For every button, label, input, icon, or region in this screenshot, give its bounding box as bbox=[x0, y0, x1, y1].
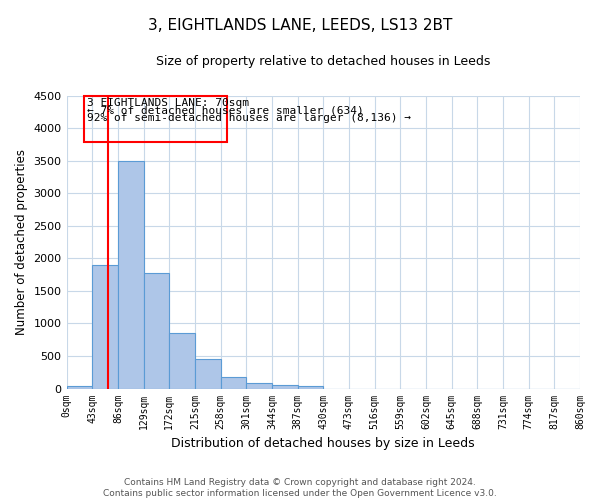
Bar bbox=[143, 272, 169, 388]
Text: 92% of semi-detached houses are larger (8,136) →: 92% of semi-detached houses are larger (… bbox=[87, 113, 411, 123]
Text: Contains HM Land Registry data © Crown copyright and database right 2024.
Contai: Contains HM Land Registry data © Crown c… bbox=[103, 478, 497, 498]
Text: 3, EIGHTLANDS LANE, LEEDS, LS13 2BT: 3, EIGHTLANDS LANE, LEEDS, LS13 2BT bbox=[148, 18, 452, 32]
Bar bbox=[92, 265, 118, 388]
Bar bbox=[298, 386, 323, 388]
X-axis label: Distribution of detached houses by size in Leeds: Distribution of detached houses by size … bbox=[172, 437, 475, 450]
Bar bbox=[221, 377, 246, 388]
Text: ← 7% of detached houses are smaller (634): ← 7% of detached houses are smaller (634… bbox=[87, 106, 364, 116]
Bar bbox=[195, 358, 221, 388]
Text: 3 EIGHTLANDS LANE: 70sqm: 3 EIGHTLANDS LANE: 70sqm bbox=[87, 98, 249, 108]
Bar bbox=[169, 333, 195, 388]
Bar bbox=[67, 386, 92, 388]
Bar bbox=[272, 386, 298, 388]
Bar bbox=[118, 160, 143, 388]
Y-axis label: Number of detached properties: Number of detached properties bbox=[15, 149, 28, 335]
Title: Size of property relative to detached houses in Leeds: Size of property relative to detached ho… bbox=[156, 55, 490, 68]
Bar bbox=[246, 382, 272, 388]
